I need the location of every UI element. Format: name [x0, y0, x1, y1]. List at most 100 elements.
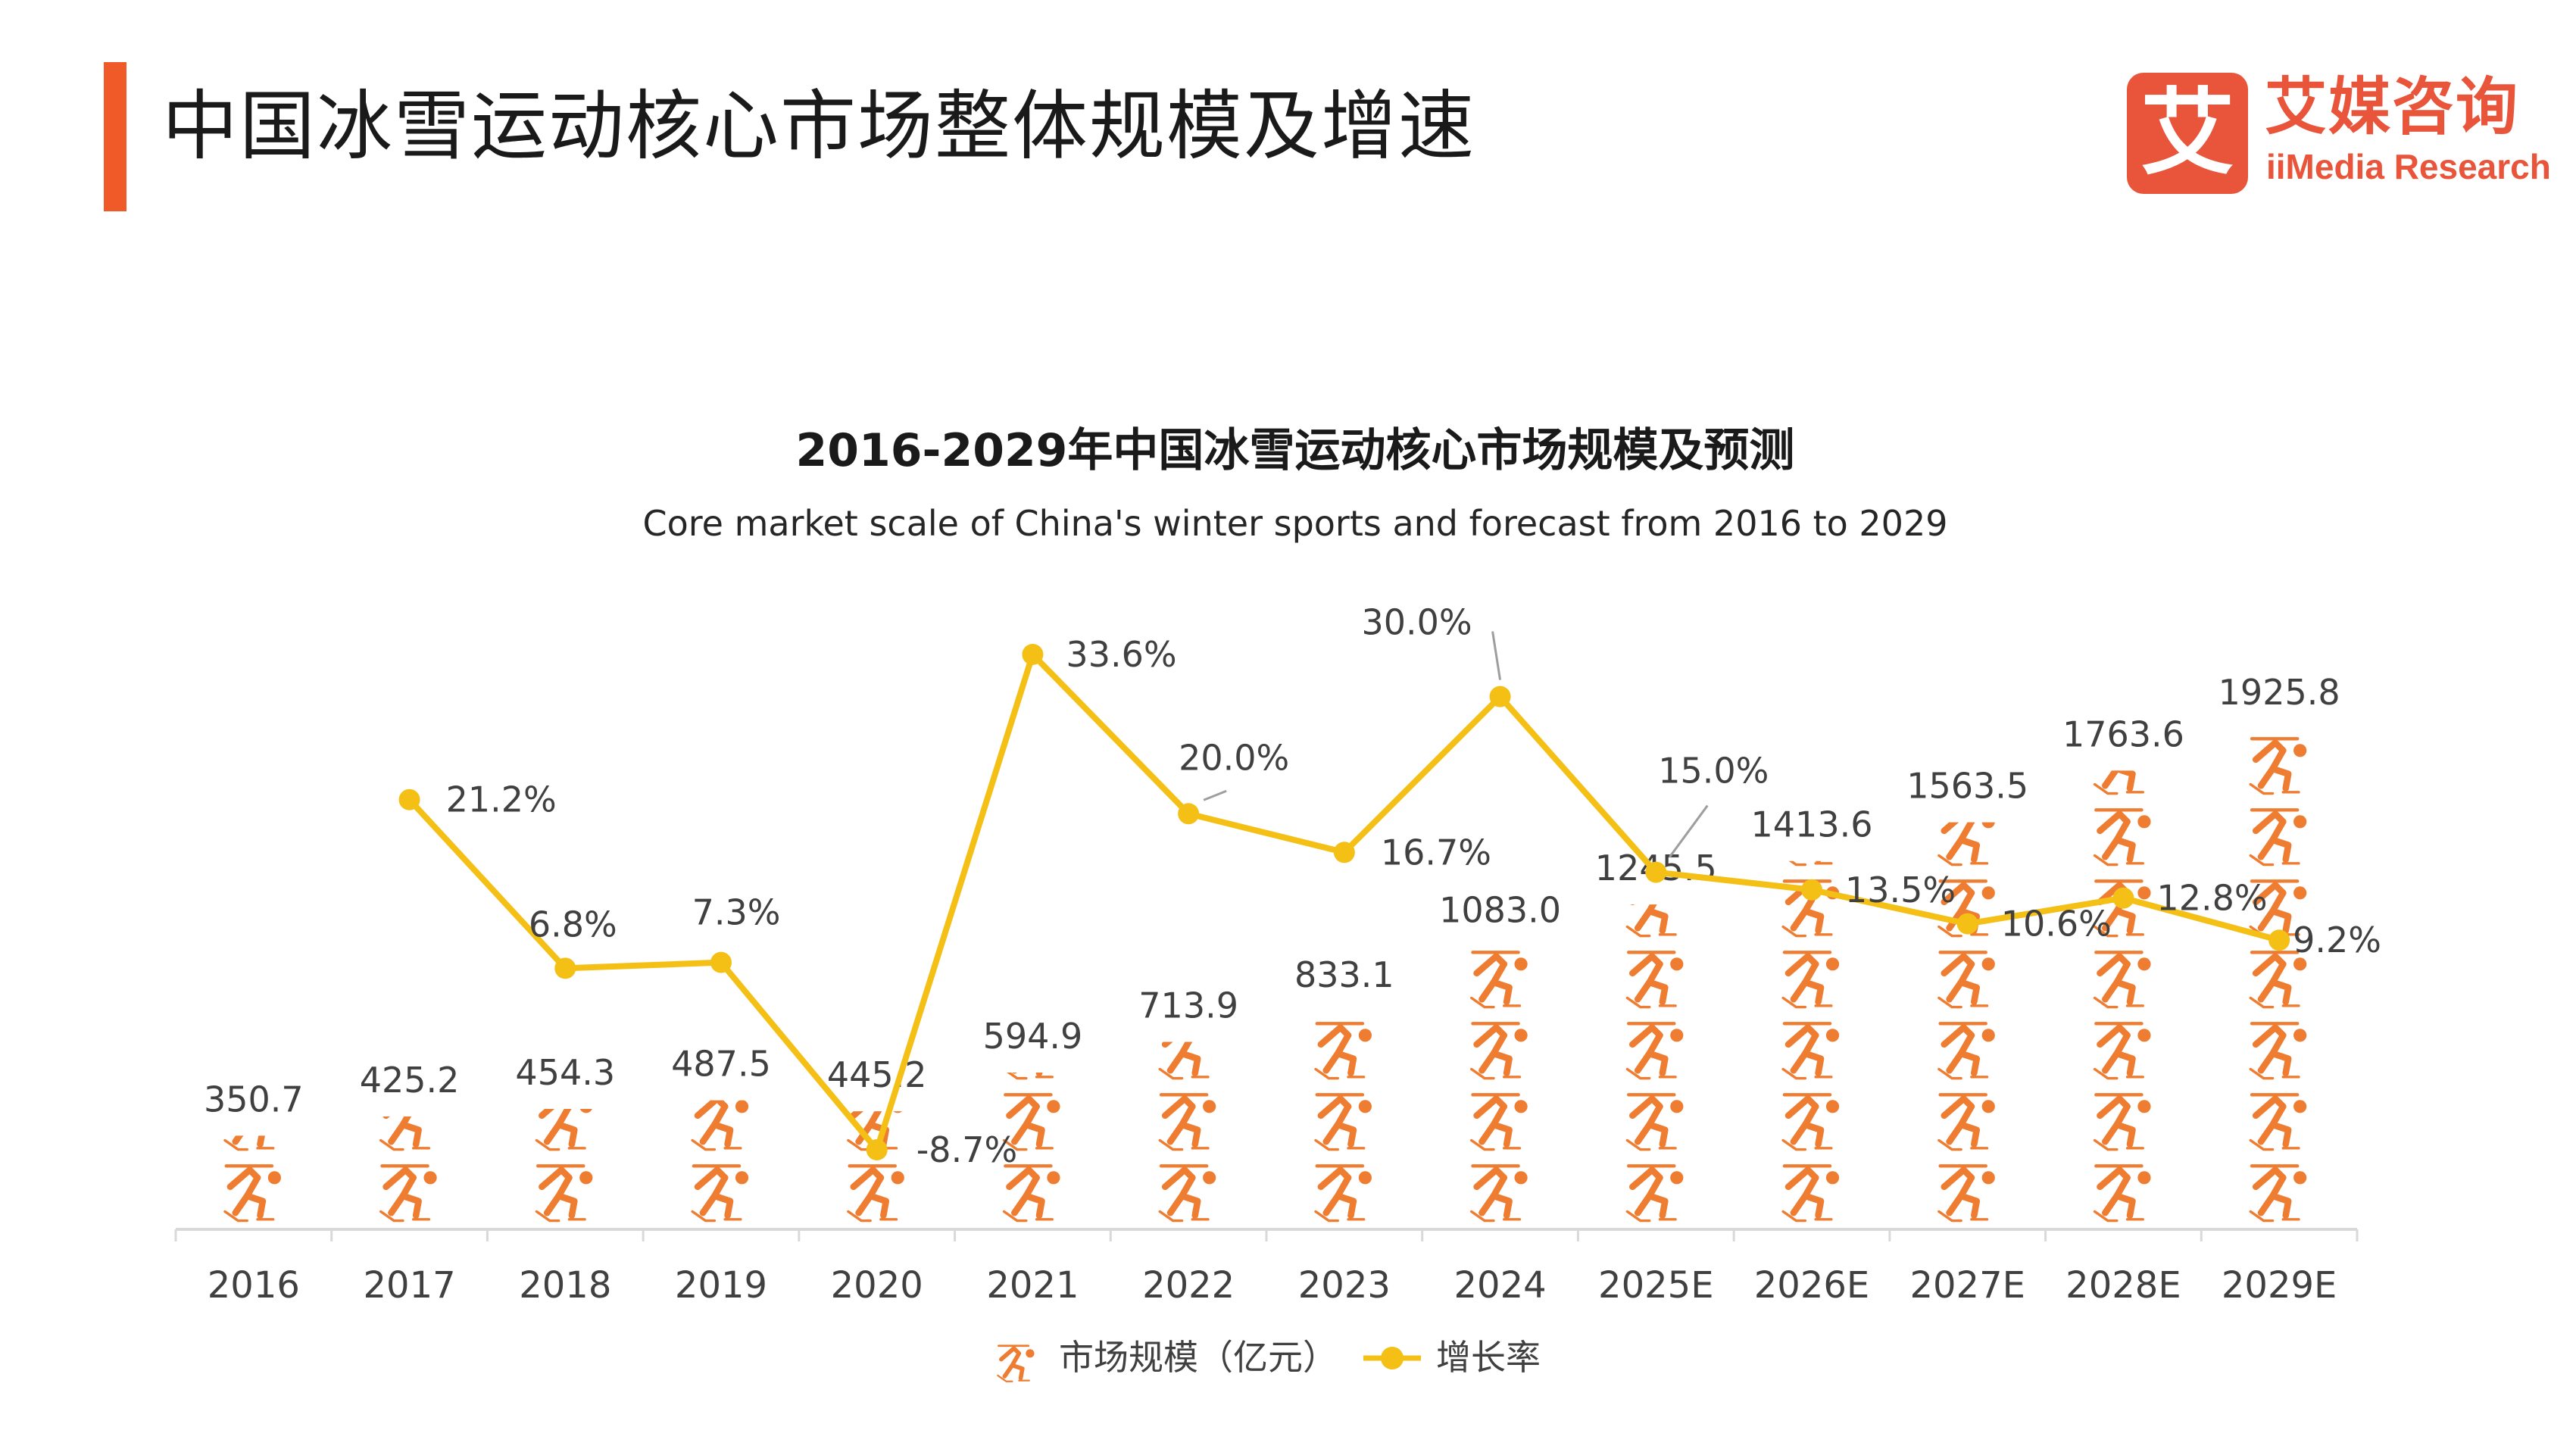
skater-icon [1160, 1095, 1216, 1149]
logo-chinese-name: 艾媒咨询 [2265, 71, 2520, 143]
growth-rate-label: 9.2% [2293, 920, 2381, 960]
bar-value-label: 487.5 [671, 1044, 771, 1085]
bar-value-label: 1763.6 [2062, 714, 2184, 754]
growth-rate-label: 16.7% [1381, 832, 1491, 873]
skater-icon [1627, 1023, 1683, 1078]
growth-rate-label: -8.7% [916, 1129, 1017, 1170]
market-scale-bar [381, 1095, 437, 1220]
growth-rate-point [1489, 685, 1511, 707]
growth-rate-point [554, 957, 576, 979]
skater-icon [848, 1166, 904, 1220]
skater-icon [1939, 1023, 1995, 1078]
skater-icon [1783, 952, 1839, 1007]
growth-rate-label: 30.0% [1362, 602, 1472, 643]
skater-icon [381, 1095, 437, 1149]
brand-logo: 艾 艾媒咨询 iiMedia Research [2127, 71, 2551, 194]
skater-icon [2095, 952, 2151, 1007]
x-tick-label: 2018 [519, 1264, 611, 1307]
skater-icon [1627, 1095, 1683, 1149]
x-tick-label: 2023 [1298, 1264, 1391, 1307]
growth-rate-label: 33.6% [1066, 634, 1176, 675]
skater-icon [1472, 952, 1528, 1007]
x-tick-label: 2024 [1453, 1264, 1546, 1307]
skater-icon [1783, 1166, 1839, 1220]
bar-value-label: 454.3 [515, 1052, 615, 1093]
growth-rate-point [2268, 929, 2290, 951]
skater-icon [2250, 810, 2306, 864]
x-tick-label: 2017 [363, 1264, 455, 1307]
skater-icon [2250, 1023, 2306, 1078]
skater-icon [692, 1095, 748, 1149]
growth-rate-point [2112, 887, 2134, 909]
bar-value-label: 1413.6 [1751, 804, 1873, 845]
skater-icon [1783, 1095, 1839, 1149]
growth-rate-point [1178, 803, 1200, 825]
bar-value-label: 594.9 [983, 1016, 1083, 1057]
skater-icon [1160, 1023, 1216, 1078]
bar-value-label: 350.7 [204, 1079, 304, 1120]
skater-icon [2095, 1023, 2151, 1078]
skater-icon [2095, 810, 2151, 864]
skater-icon [536, 1095, 592, 1149]
x-tick-label: 2016 [208, 1264, 300, 1307]
page-title: 中国冰雪运动核心市场整体规模及增速 [162, 82, 1475, 170]
growth-rate-label: 15.0% [1658, 751, 1769, 792]
x-tick-label: 2028E [2065, 1264, 2181, 1307]
label-leader-line [1669, 804, 1709, 858]
skater-icon [1939, 1166, 1995, 1220]
growth-rate-point [1333, 842, 1355, 863]
skater-icon [1472, 1023, 1528, 1078]
market-scale-bar [1472, 952, 1528, 1220]
bar-value-label: 425.2 [360, 1060, 460, 1101]
title-accent-bar [104, 62, 126, 211]
market-scale-bar [692, 1095, 748, 1220]
skater-icon [1939, 810, 1995, 864]
x-tick-label: 2025E [1598, 1264, 1713, 1307]
bar-value-label: 713.9 [1138, 985, 1238, 1026]
x-tick-label: 2020 [831, 1264, 923, 1307]
market-scale-bar [536, 1095, 592, 1220]
logo-mark-icon: 艾 [2127, 73, 2248, 194]
skater-icon [1316, 1023, 1372, 1078]
growth-rate-label: 12.8% [2156, 878, 2267, 919]
market-scale-bar [1783, 810, 1839, 1220]
skater-icon [1316, 1166, 1372, 1220]
label-leader-line [1203, 789, 1227, 801]
legend-line-marker [1381, 1347, 1404, 1369]
skater-icon [1939, 952, 1995, 1007]
x-tick-label: 2022 [1142, 1264, 1235, 1307]
skater-icon [1783, 1023, 1839, 1078]
skater-icon [1627, 881, 1683, 935]
market-scale-bar [2095, 739, 2151, 1220]
skater-icon [2250, 1166, 2306, 1220]
growth-rate-label: 21.2% [446, 779, 557, 820]
skater-icon [1472, 1166, 1528, 1220]
growth-rate-label: 7.3% [692, 892, 781, 933]
legend-bar-label: 市场规模（亿元） [1059, 1337, 1338, 1378]
skater-icon [692, 1166, 748, 1220]
skater-icon [1316, 1095, 1372, 1149]
growth-rate-point [1801, 879, 1822, 901]
skater-icon [2250, 739, 2306, 793]
market-scale-bar [2250, 739, 2306, 1220]
skater-icon [1160, 1166, 1216, 1220]
growth-rate-point [1022, 644, 1044, 665]
legend: 市场规模（亿元） 增长率 [998, 1337, 1541, 1382]
chart-subtitle: Core market scale of China's winter spor… [642, 503, 1947, 544]
growth-rate-point [1645, 861, 1667, 883]
x-tick-label: 2021 [986, 1264, 1079, 1307]
skater-icon [536, 1166, 592, 1220]
bar-value-label: 833.1 [1294, 954, 1394, 995]
skater-icon [2095, 1095, 2151, 1149]
growth-rate-point [398, 789, 420, 810]
growth-rate-label: 13.5% [1845, 870, 1956, 910]
growth-line-layer: 21.2% 6.8% 7.3% -8.7% 33.6% 20.0% 16.7% 30.0% 15… [398, 602, 2381, 1170]
logo-english-name: iiMedia Research [2266, 147, 2551, 186]
legend-line-label: 增长率 [1436, 1337, 1541, 1378]
market-scale-bar [1160, 1023, 1216, 1220]
market-scale-bar [1627, 881, 1683, 1220]
bar-value-label: 1925.8 [2218, 672, 2340, 713]
skater-icon [1472, 1095, 1528, 1149]
growth-rate-point [1956, 913, 1978, 935]
